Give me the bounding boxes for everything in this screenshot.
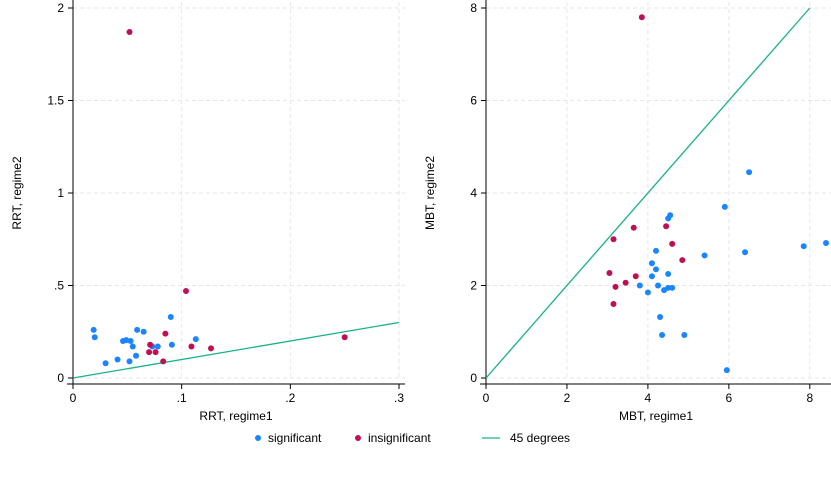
x-tick-label: .3 xyxy=(394,391,404,405)
insignificant-point xyxy=(152,349,159,356)
significant-point xyxy=(681,331,688,338)
legend-significant-marker xyxy=(255,435,261,441)
significant-point xyxy=(91,334,98,341)
insignificant-point xyxy=(341,334,348,341)
legend-label: insignificant xyxy=(368,431,431,445)
insignificant-point xyxy=(162,330,169,337)
y-axis-title: MBT, regime2 xyxy=(423,156,437,230)
significant-point xyxy=(648,273,655,280)
y-tick-label: 0 xyxy=(470,371,477,385)
significant-point xyxy=(90,326,97,333)
y-tick-label: 8 xyxy=(470,1,477,15)
x-tick-label: .2 xyxy=(285,391,295,405)
y-tick-label: 1 xyxy=(57,186,64,200)
significant-point xyxy=(134,326,141,333)
insignificant-point xyxy=(610,236,617,243)
insignificant-point xyxy=(188,343,195,350)
significant-point xyxy=(659,331,666,338)
significant-point xyxy=(648,260,655,267)
insignificant-point xyxy=(622,279,629,286)
x-axis-title: RRT, regime1 xyxy=(199,409,272,423)
insignificant-point xyxy=(606,270,613,277)
insignificant-point xyxy=(208,345,215,352)
legend: significant insignificant 45 degrees xyxy=(255,431,570,445)
significant-point xyxy=(168,341,175,348)
y-tick-label: 2 xyxy=(470,279,477,293)
x-tick-label: 2 xyxy=(564,391,571,405)
significant-point xyxy=(653,247,659,254)
significant-point xyxy=(653,266,659,273)
y-tick-label: 6 xyxy=(470,94,477,108)
significant-point xyxy=(669,284,676,291)
y-tick-label: 0 xyxy=(57,371,64,385)
significant-point xyxy=(636,282,643,289)
insignificant-point xyxy=(147,341,154,348)
significant-point xyxy=(823,239,829,246)
x-tick-label: 0 xyxy=(70,391,77,405)
y-tick-label: .5 xyxy=(54,279,64,293)
x-tick-label: 6 xyxy=(726,391,733,405)
significant-point xyxy=(701,252,708,259)
significant-point xyxy=(800,243,807,250)
significant-point xyxy=(140,328,147,335)
legend-label: 45 degrees xyxy=(510,431,570,445)
y-tick-label: 1.5 xyxy=(47,94,64,108)
45-degree-line xyxy=(72,321,400,379)
insignificant-point xyxy=(638,14,645,21)
insignificant-point xyxy=(679,257,686,264)
mbt-scatter-panel: 0 2 4 6 8 0 2 4 6 8 MBT, regime1 MBT, regime2 xyxy=(423,0,831,423)
legend-label: significant xyxy=(268,431,322,445)
y-tick-label: 2 xyxy=(57,1,64,15)
significant-point xyxy=(665,270,672,277)
significant-point xyxy=(657,313,664,320)
significant-point xyxy=(644,289,651,296)
significant-point xyxy=(133,352,140,359)
significant-point xyxy=(746,169,753,176)
significant-point xyxy=(192,336,199,343)
significant-point xyxy=(721,203,728,210)
insignificant-point xyxy=(146,349,153,356)
significant-point xyxy=(655,282,662,289)
x-tick-label: 0 xyxy=(483,391,490,405)
x-tick-label: 4 xyxy=(645,391,652,405)
insignificant-point xyxy=(126,29,133,36)
y-tick-label: 4 xyxy=(470,186,477,200)
x-tick-label: 8 xyxy=(806,391,813,405)
insignificant-point xyxy=(630,224,637,231)
insignificant-point xyxy=(610,301,617,307)
insignificant-point xyxy=(663,223,670,230)
insignificant-point xyxy=(160,358,167,365)
significant-point xyxy=(126,358,133,365)
significant-point xyxy=(102,360,109,367)
significant-point xyxy=(667,212,674,219)
x-axis-title: MBT, regime1 xyxy=(619,409,693,423)
significant-point xyxy=(127,338,134,344)
insignificant-point xyxy=(632,273,639,280)
rrt-scatter-panel: 0 .1 .2 .3 0 .5 1 1.5 2 RRT, regime1 RRT, regime2 xyxy=(10,0,405,423)
significant-point xyxy=(742,249,749,256)
y-axis-title: RRT, regime2 xyxy=(10,156,24,229)
insignificant-point xyxy=(612,283,619,290)
significant-point xyxy=(114,356,121,363)
45-degree-line xyxy=(485,7,811,379)
x-tick-label: .1 xyxy=(177,391,187,405)
insignificant-point xyxy=(183,288,190,295)
insignificant-point xyxy=(669,240,676,247)
legend-insignificant-marker xyxy=(355,435,361,441)
significant-point xyxy=(129,343,136,350)
significant-point xyxy=(154,343,161,350)
significant-point xyxy=(723,367,730,374)
significant-point xyxy=(167,313,174,320)
